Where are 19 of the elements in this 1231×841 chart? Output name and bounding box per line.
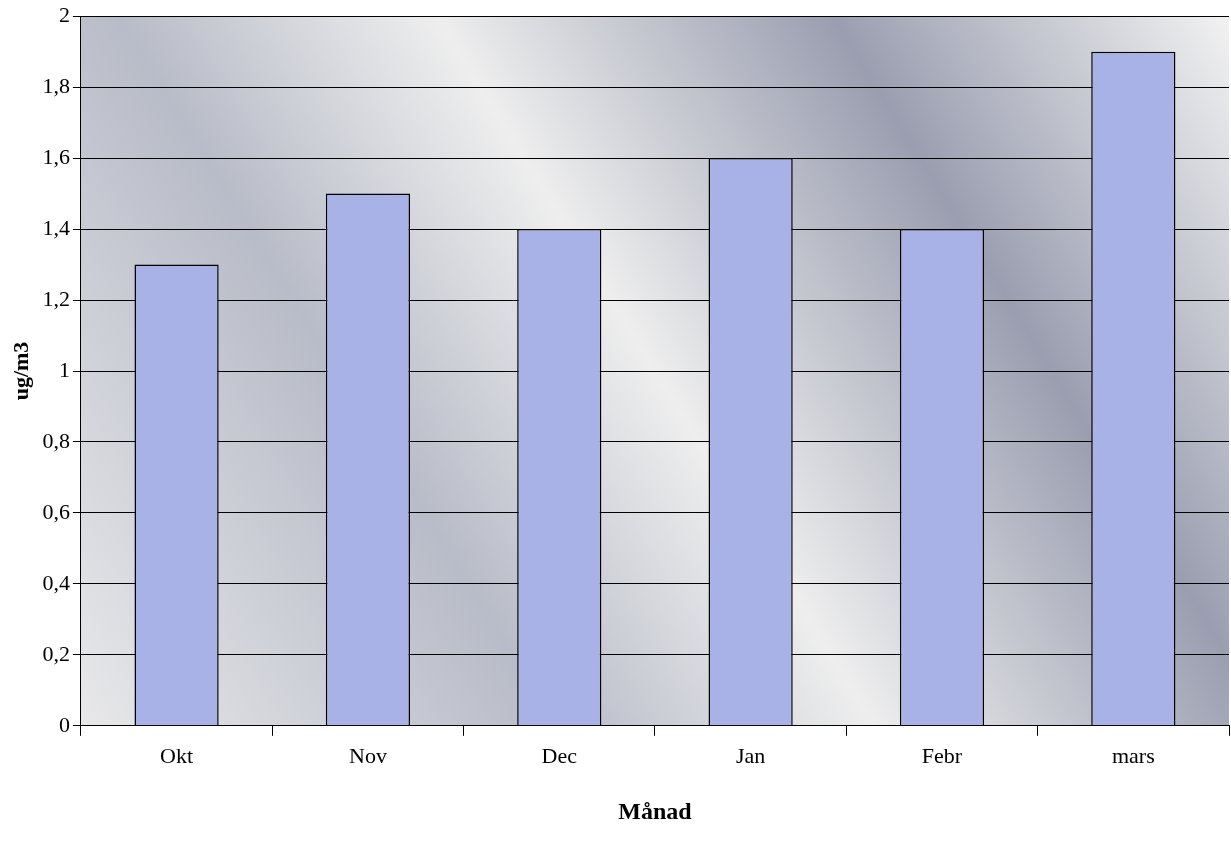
y-tick-label: 1,2 xyxy=(42,285,70,311)
y-tick-label: 1,6 xyxy=(42,143,70,169)
y-tick-label: 1 xyxy=(58,356,70,382)
x-tick-label: Okt xyxy=(160,742,194,768)
y-tick-label: 0 xyxy=(58,711,70,737)
y-tick-label: 0,6 xyxy=(42,498,70,524)
x-axis-title: Månad xyxy=(618,797,693,824)
y-tick-label: 1,8 xyxy=(42,72,70,98)
x-tick-label: Nov xyxy=(348,742,387,768)
x-tick-label: Dec xyxy=(541,742,578,768)
y-tick-label: 1,4 xyxy=(42,214,70,240)
y-axis-title: ug/m3 xyxy=(7,341,33,401)
y-tick-label: 0,4 xyxy=(42,569,70,595)
y-tick-label: 2 xyxy=(58,1,70,27)
x-tick-label: Jan xyxy=(735,742,766,768)
y-tick-label: 0,2 xyxy=(42,640,70,666)
x-tick-label: Febr xyxy=(921,742,963,768)
y-tick-label: 0,8 xyxy=(42,427,70,453)
x-tick-label: mars xyxy=(1111,742,1155,768)
